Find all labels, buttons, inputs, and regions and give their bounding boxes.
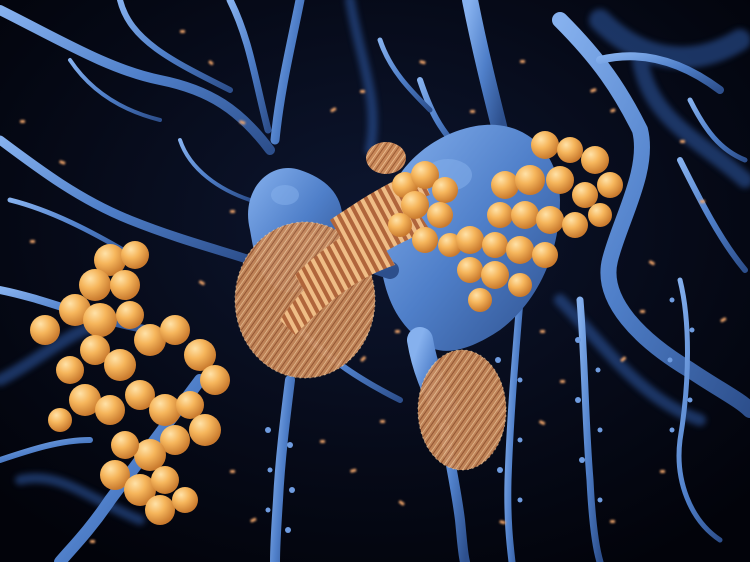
- fibril-cluster-small: [366, 142, 406, 174]
- amyloid-aggregate-center: [388, 161, 462, 257]
- amyloid-aggregate-right: [456, 131, 623, 312]
- amyloid-aggregate-left: [30, 241, 230, 525]
- fibril-tangle-bottom: [417, 349, 507, 471]
- background-neurons: [0, 0, 750, 525]
- amyloid-fragments: [20, 30, 727, 543]
